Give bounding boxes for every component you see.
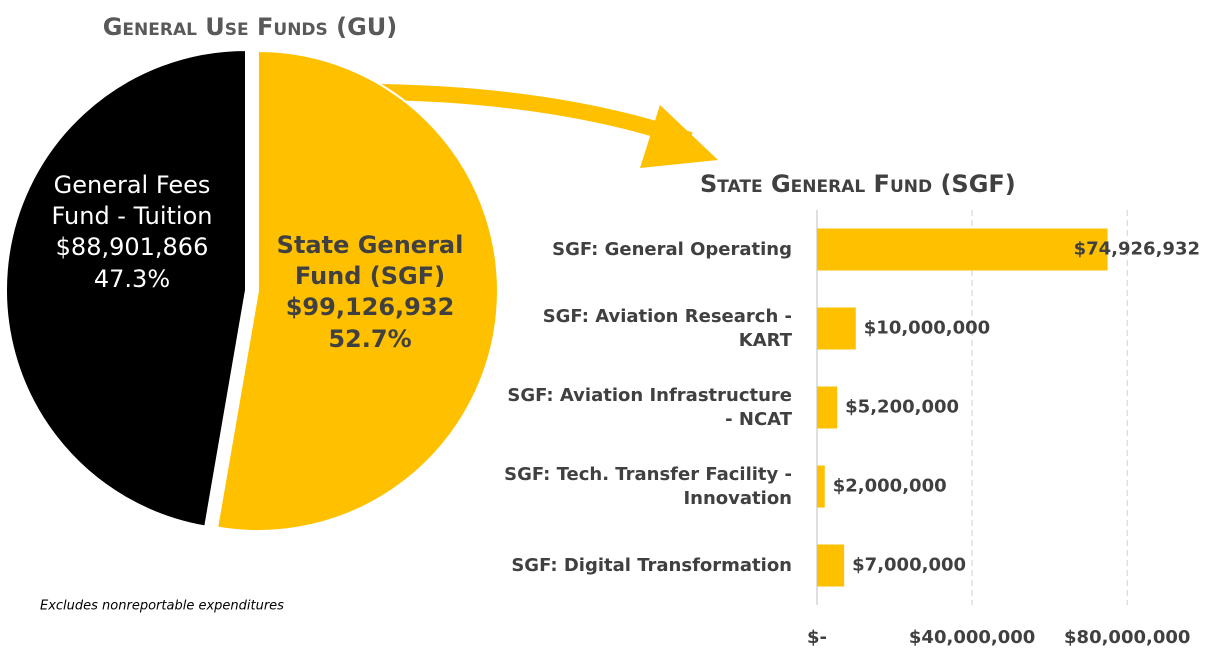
slice-percent: 52.7% <box>328 324 412 353</box>
bar <box>817 307 856 350</box>
slice-category: State General Fund (SGF) <box>276 231 464 291</box>
slice-percent: 47.3% <box>93 264 171 293</box>
slice-label: State General Fund (SGF) $99,126,932 52.7% <box>270 230 470 355</box>
value-label: $10,000,000 <box>864 318 990 339</box>
bar <box>817 386 838 429</box>
pie-title: General Use Funds (GU) <box>103 13 398 41</box>
value-label: $7,000,000 <box>852 555 966 576</box>
x-tick-label: $40,000,000 <box>909 627 1035 648</box>
y-tick-label: SGF: Aviation Research - KART <box>542 306 792 351</box>
slice-label: General Fees Fund - Tuition $88,901,866 47… <box>22 170 242 295</box>
arrow-head <box>640 105 718 168</box>
pie-slice <box>215 50 499 533</box>
y-tick-label: SGF: Digital Transformation <box>511 554 792 576</box>
y-tick-label: SGF: General Operating <box>552 238 792 260</box>
y-tick-label: SGF: Tech. Transfer Facility - Innovatio… <box>504 464 792 509</box>
bar <box>817 544 845 587</box>
y-tick-label: SGF: Aviation Infrastructure - NCAT <box>507 385 792 430</box>
bar <box>817 465 825 508</box>
footnote: Excludes nonreportable expenditures <box>40 599 284 614</box>
x-tick-label: $- <box>807 627 827 648</box>
pie-slice <box>5 48 247 528</box>
value-label: $2,000,000 <box>833 476 947 497</box>
slice-value: $99,126,932 <box>285 293 455 322</box>
bar-title: State General Fund (SGF) <box>700 170 1016 198</box>
slice-value: $88,901,866 <box>55 233 209 262</box>
slice-category: General Fees Fund - Tuition <box>51 171 213 231</box>
value-label: $5,200,000 <box>845 397 959 418</box>
bar <box>817 228 1108 271</box>
x-tick-label: $80,000,000 <box>1064 627 1190 648</box>
value-label: $74,926,932 <box>1074 239 1200 260</box>
